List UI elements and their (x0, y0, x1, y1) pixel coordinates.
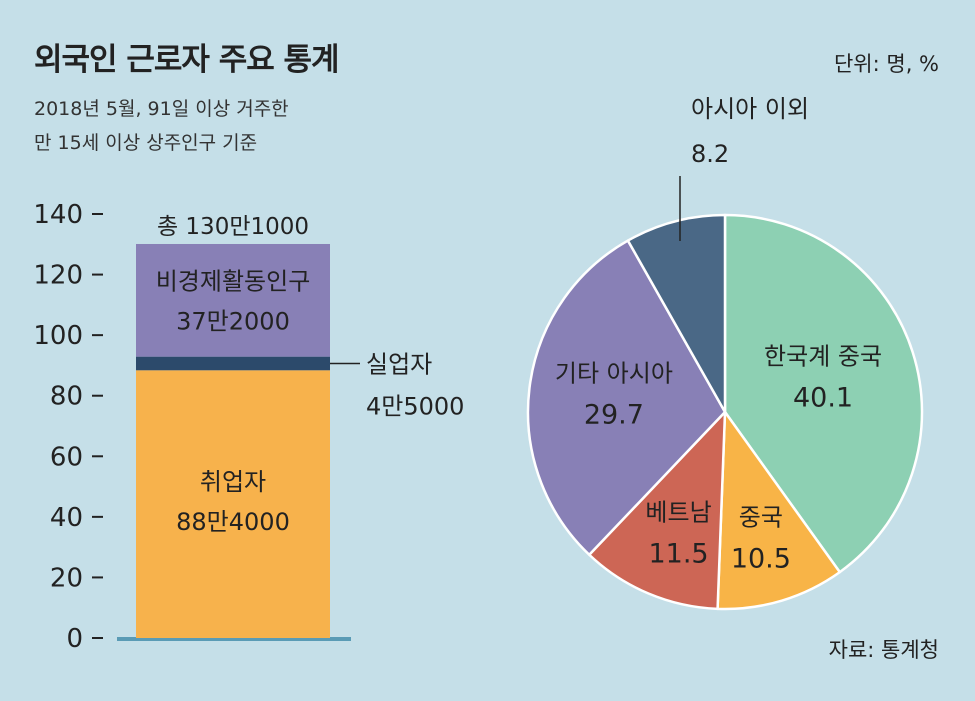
pie-slice-0 (723, 213, 924, 574)
subtitle-line-1: 2018년 5월, 91일 이상 거주한 (34, 98, 289, 120)
pie-slice-value-1: 10.5 (731, 543, 791, 574)
pie-slice-value-4: 8.2 (691, 140, 729, 168)
y-tick-label-0: 0 (66, 624, 83, 654)
pie-slice-name-4: 아시아 이외 (691, 95, 809, 123)
source-note: 자료: 통계청 (828, 638, 939, 662)
bar-segment-1 (136, 356, 330, 371)
bar-total-label: 총 130만1000 (157, 214, 309, 240)
subtitle-line-2: 만 15세 이상 상주인구 기준 (34, 132, 258, 154)
y-tick-label-6: 120 (33, 261, 83, 291)
y-tick-label-1: 20 (50, 563, 83, 593)
y-tick-label-7: 140 (33, 200, 83, 230)
pie-slice-value-3: 29.7 (584, 399, 644, 430)
pie-slice-3 (526, 239, 727, 557)
bar-segment-label-0: 88만4000 (176, 508, 290, 536)
bar-segment-name-0: 취업자 (200, 468, 266, 496)
y-tick-label-2: 40 (50, 503, 83, 533)
bar-segment-label-2: 37만2000 (176, 307, 290, 335)
pie-slice-name-2: 베트남 (645, 498, 711, 526)
bar-segment-name-2: 비경제활동인구 (156, 267, 311, 295)
pie-slice-value-0: 40.1 (793, 382, 853, 413)
y-tick-label-5: 100 (33, 321, 83, 351)
pie-slice-1 (716, 410, 842, 611)
y-tick-label-4: 80 (50, 382, 83, 412)
bar-segment-label-1: 4만5000 (366, 392, 464, 420)
chart-title: 외국인 근로자 주요 통계 (34, 42, 340, 78)
bar-segment-name-1: 실업자 (366, 350, 432, 378)
pie-slice-value-2: 11.5 (648, 538, 708, 569)
bar-segment-0 (136, 370, 330, 638)
pie-slice-name-1: 중국 (739, 503, 783, 531)
unit-label: 단위: 명, % (833, 52, 939, 76)
y-tick-label-3: 60 (50, 442, 83, 472)
pie-slice-name-0: 한국계 중국 (764, 342, 882, 370)
pie-slice-name-3: 기타 아시아 (555, 359, 673, 387)
pie-slice-2 (587, 410, 727, 611)
pie-slice-4 (626, 213, 727, 414)
bar-segment-2 (136, 243, 330, 357)
subtitle: 2018년 5월, 91일 이상 거주한 만 15세 이상 상주인구 기준 (34, 92, 289, 160)
